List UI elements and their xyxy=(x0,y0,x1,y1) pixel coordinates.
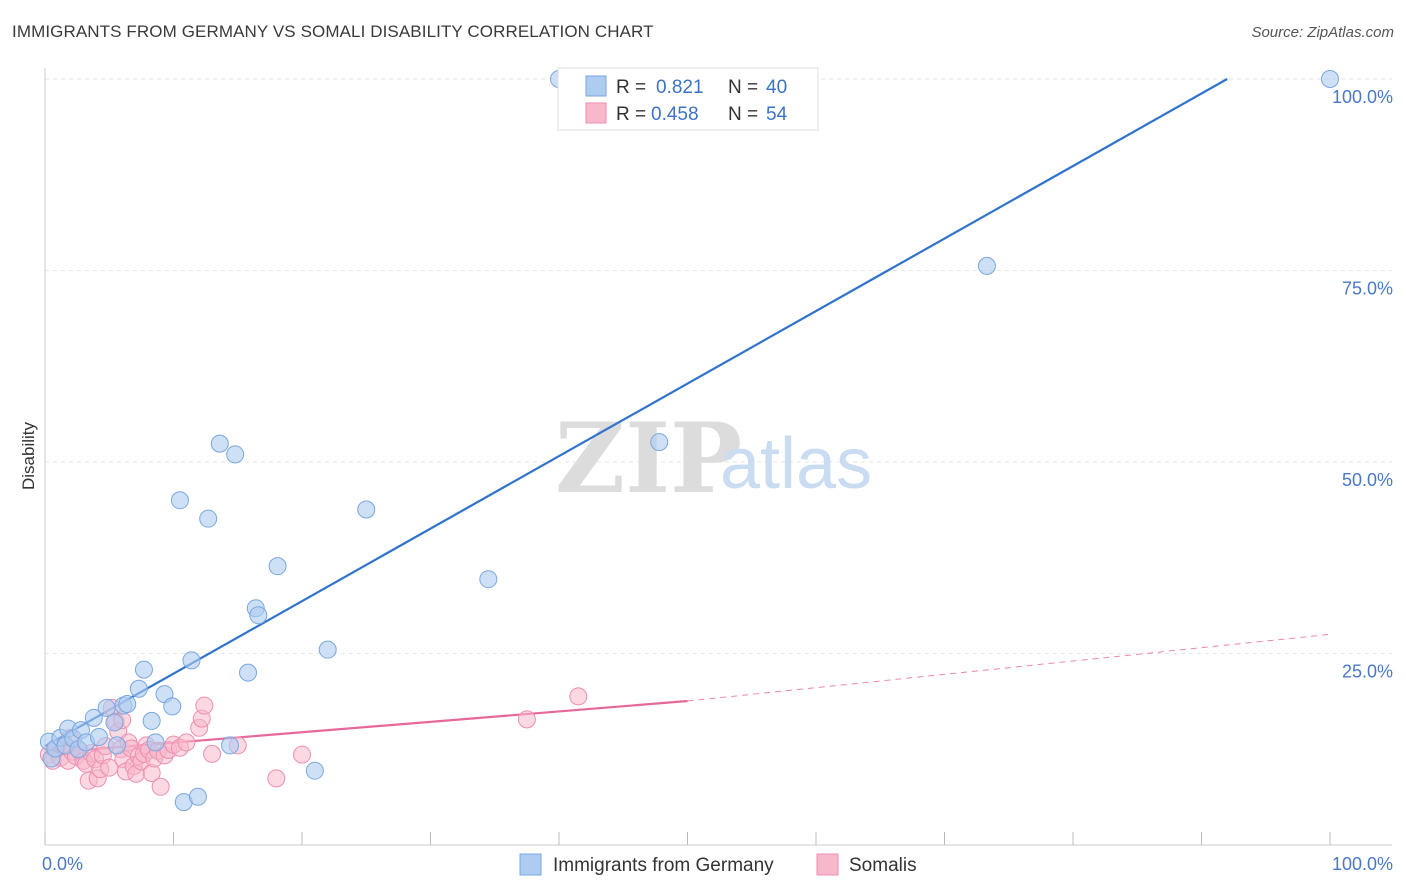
point-germany-30 xyxy=(226,445,245,464)
trendline-somalis-extension xyxy=(687,633,1331,702)
point-germany-25 xyxy=(182,651,201,670)
legend-r-label-1: R = xyxy=(616,77,646,98)
series-legend-swatch-somalis xyxy=(816,853,839,876)
point-germany-18 xyxy=(134,660,153,679)
watermark-atlas: atlas xyxy=(720,424,872,504)
point-germany-16 xyxy=(118,695,137,714)
point-germany-22 xyxy=(163,697,182,716)
legend-n-label-1: N = xyxy=(728,77,758,98)
chart-title: IMMIGRANTS FROM GERMANY VS SOMALI DISABI… xyxy=(12,22,654,41)
series-legend-label-germany: Immigrants from Germany xyxy=(553,855,774,876)
legend-n-value-2: 54 xyxy=(766,104,788,125)
point-germany-37 xyxy=(357,500,376,519)
legend-r-value-2: 0.458 xyxy=(651,104,699,125)
point-germany-31 xyxy=(239,663,258,682)
point-somalis-42 xyxy=(177,733,196,752)
series-legend: Immigrants from Germany Somalis xyxy=(519,853,917,876)
point-germany-36 xyxy=(318,640,337,659)
y-tick-label-3: 100.0% xyxy=(1332,87,1393,107)
x-tick-label-1: 100.0% xyxy=(1332,854,1393,874)
point-somalis-51 xyxy=(569,687,588,706)
axes xyxy=(44,68,1392,846)
y-tick-label-2: 75.0% xyxy=(1342,279,1393,299)
watermark: ZIP atlas xyxy=(555,402,872,515)
point-germany-27 xyxy=(199,509,218,528)
point-somalis-18 xyxy=(100,758,119,777)
legend-n-label-2: N = xyxy=(728,104,758,125)
data-points xyxy=(39,70,1339,812)
legend-swatch-pink xyxy=(585,102,607,124)
point-germany-10 xyxy=(84,708,103,727)
point-germany-28 xyxy=(210,434,229,453)
point-somalis-50 xyxy=(517,710,536,729)
y-tick-labels: 25.0% 50.0% 75.0% 100.0% xyxy=(1332,87,1393,682)
y-tick-label-0: 25.0% xyxy=(1342,662,1393,682)
series-legend-swatch-germany xyxy=(519,853,542,876)
point-germany-23 xyxy=(170,491,189,510)
point-germany-40 xyxy=(977,256,996,275)
point-somalis-48 xyxy=(267,769,286,788)
point-germany-34 xyxy=(268,557,287,576)
point-germany-38 xyxy=(479,570,498,589)
point-germany-42 xyxy=(1321,70,1339,88)
x-tick-label-0: 0.0% xyxy=(42,854,83,874)
gridlines xyxy=(45,78,1392,654)
point-germany-29 xyxy=(221,736,240,755)
legend-swatch-blue xyxy=(585,75,607,97)
point-somalis-45 xyxy=(195,696,214,715)
legend-n-value-1: 40 xyxy=(766,77,787,98)
point-germany-35 xyxy=(305,761,324,780)
point-germany-17 xyxy=(129,679,148,698)
point-germany-14 xyxy=(107,736,126,755)
chart-source: Source: ZipAtlas.com xyxy=(1251,24,1394,41)
point-somalis-49 xyxy=(293,745,311,764)
point-germany-39 xyxy=(650,433,669,452)
stats-legend: R = 0.821 N = 40 R = 0.458 N = 54 xyxy=(557,67,819,131)
trendline-germany xyxy=(44,78,1228,748)
point-somalis-46 xyxy=(203,744,222,763)
point-somalis-37 xyxy=(151,777,170,796)
point-germany-26 xyxy=(188,787,207,806)
series-legend-label-somalis: Somalis xyxy=(849,855,917,876)
point-germany-13 xyxy=(105,713,124,732)
x-tick-labels: 0.0% 100.0% xyxy=(42,854,1393,874)
y-tick-label-1: 50.0% xyxy=(1342,470,1393,490)
point-germany-11 xyxy=(89,727,108,746)
point-germany-19 xyxy=(142,711,161,730)
legend-r-value-1: 0.821 xyxy=(656,77,704,98)
legend-r-label-2: R = xyxy=(616,104,646,125)
point-germany-33 xyxy=(249,606,268,625)
point-germany-20 xyxy=(146,733,165,752)
y-axis-title: Disability xyxy=(19,421,38,490)
watermark-zip: ZIP xyxy=(555,402,742,515)
